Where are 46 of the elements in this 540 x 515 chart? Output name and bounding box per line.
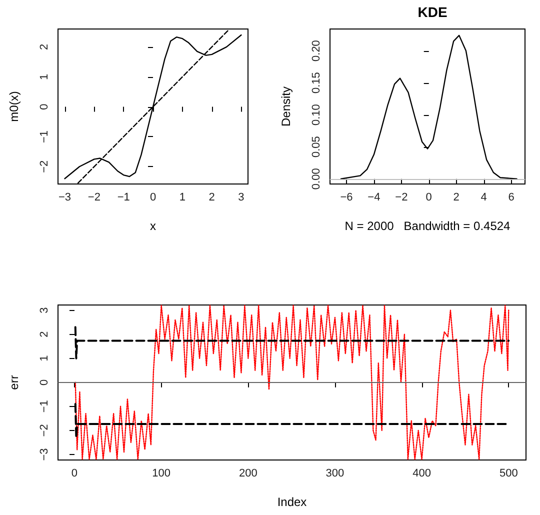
y-tick-label: 2 — [38, 331, 50, 338]
x-tick-label: 200 — [238, 468, 258, 480]
x-tick-label: 0 — [71, 468, 78, 480]
x-tick-label: −1 — [117, 192, 130, 204]
y-axis-title: m0(x) — [7, 91, 21, 122]
x-tick-label: 400 — [412, 468, 431, 480]
y-tick-label: 0.00 — [310, 168, 322, 190]
x-tick-label: −4 — [368, 192, 380, 204]
y-tick-label: 0.20 — [310, 40, 322, 62]
y-tick-label: −1 — [38, 130, 50, 143]
y-tick-label: 3 — [38, 307, 50, 314]
x-tick-label: 0 — [426, 192, 432, 204]
y-tick-label: 0.10 — [310, 104, 322, 126]
y-tick-label: −2 — [38, 424, 50, 437]
chart-title: KDE — [418, 4, 448, 20]
x-axis-title: Index — [277, 495, 307, 509]
x-tick-label: −2 — [395, 192, 408, 204]
y-tick-label: 0.15 — [310, 72, 322, 94]
x-tick-label: 100 — [152, 468, 171, 480]
x-tick-label: 3 — [238, 192, 244, 204]
x-axis-title: N = 2000 Bandwidth = 0.4524 — [344, 219, 511, 233]
line-series — [64, 34, 242, 180]
y-axis-title: Density — [279, 86, 293, 127]
x-tick-label: −6 — [340, 192, 353, 204]
y-tick-label: −1 — [38, 400, 50, 413]
line-series — [74, 304, 510, 460]
y-tick-label: −3 — [38, 448, 50, 461]
x-tick-label: 6 — [508, 192, 514, 204]
y-tick-label: −2 — [38, 160, 50, 173]
x-tick-label: 1 — [179, 192, 186, 204]
x-axis-title: x — [150, 219, 156, 233]
y-tick-label: 0.05 — [310, 136, 322, 158]
y-tick-label: 1 — [38, 74, 50, 80]
y-tick-label: 2 — [38, 44, 50, 50]
x-tick-label: 500 — [499, 468, 518, 480]
y-tick-label: 0 — [38, 379, 50, 386]
y-tick-label: 1 — [38, 355, 50, 362]
y-tick-label: 0 — [38, 104, 50, 110]
x-tick-label: 2 — [208, 192, 215, 204]
x-tick-label: 0 — [150, 192, 156, 204]
x-tick-label: 2 — [453, 192, 460, 204]
x-tick-label: −3 — [58, 192, 72, 204]
x-tick-label: 300 — [326, 468, 344, 480]
x-tick-label: 4 — [480, 192, 487, 204]
y-axis-title: err — [7, 375, 21, 390]
x-tick-label: −2 — [88, 192, 100, 204]
